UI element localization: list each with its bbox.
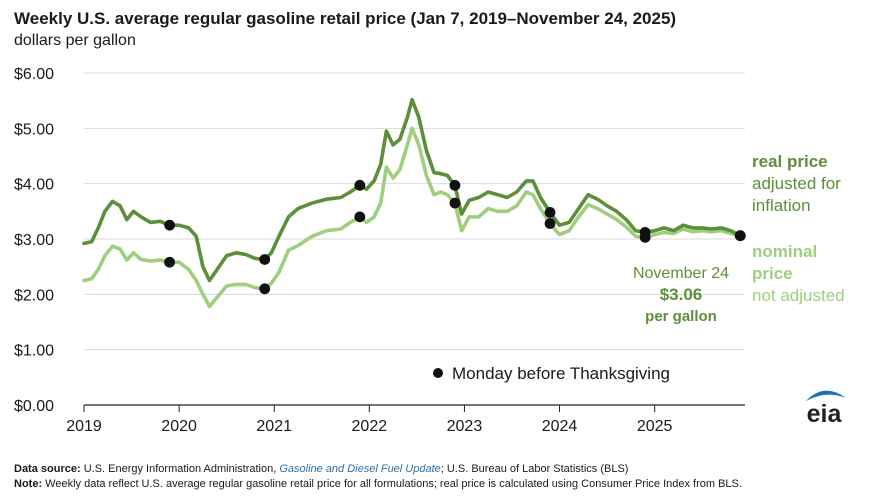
eia-logo: eia	[798, 384, 852, 430]
thanksgiving-marker-real	[354, 179, 366, 191]
y-tick-label: $3.00	[14, 232, 54, 249]
thanksgiving-marker-real	[544, 207, 556, 218]
y-tick-label: $2.00	[14, 287, 54, 304]
x-tick-label: 2025	[637, 418, 673, 435]
series-label-nominal-sub: not adjusted	[752, 286, 845, 305]
annotation-date: November 24	[633, 265, 729, 282]
data-source-link[interactable]: Gasoline and Diesel Fuel Update	[279, 463, 441, 475]
x-tick-label: 2020	[161, 418, 197, 435]
series-label-nominal-title: nominal	[752, 242, 817, 261]
note-label: Note:	[14, 478, 43, 490]
y-tick-label: $4.00	[14, 177, 54, 194]
y-axis-unit-label: dollars per gallon	[14, 32, 136, 49]
data-source-footer: Data source: U.S. Energy Information Adm…	[14, 463, 628, 475]
series-label-nominal-title: price	[752, 264, 793, 283]
data-source-text-1: U.S. Energy Information Administration,	[80, 463, 280, 475]
y-tick-label: $0.00	[14, 398, 54, 415]
series-line-nominal	[82, 126, 742, 309]
annotation-value: $3.06	[660, 285, 703, 304]
series-line-real	[82, 97, 742, 283]
y-tick-label: $6.00	[14, 66, 54, 83]
thanksgiving-marker-nominal	[259, 283, 271, 295]
legend-label: Monday before Thanksgiving	[452, 364, 670, 383]
x-tick-label: 2022	[352, 418, 388, 435]
x-tick-label: 2024	[542, 418, 578, 435]
chart-title: Weekly U.S. average regular gasoline ret…	[14, 9, 677, 28]
y-tick-label: $1.00	[14, 343, 54, 360]
series-label-real-sub: inflation	[752, 196, 811, 215]
x-tick-label: 2019	[66, 418, 102, 435]
thanksgiving-marker-nominal	[449, 197, 461, 209]
data-source-label: Data source:	[14, 463, 81, 475]
logo-arc-icon	[806, 390, 846, 401]
note-footer: Note: Weekly data reflect U.S. average r…	[14, 478, 742, 490]
y-tick-label: $5.00	[14, 121, 54, 138]
thanksgiving-marker-real	[449, 179, 461, 191]
note-text: Weekly data reflect U.S. average regular…	[42, 478, 742, 490]
thanksgiving-marker-nominal	[734, 230, 746, 242]
thanksgiving-marker-real	[259, 254, 271, 265]
thanksgiving-marker-nominal	[544, 218, 556, 229]
annotation-unit: per gallon	[645, 308, 717, 325]
logo-text: eia	[807, 400, 843, 428]
x-tick-label: 2023	[447, 418, 483, 435]
thanksgiving-marker-nominal	[164, 256, 175, 268]
data-source-text-2: ; U.S. Bureau of Labor Statistics (BLS)	[440, 463, 629, 475]
thanksgiving-marker-nominal	[639, 231, 651, 243]
thanksgiving-marker-real	[164, 219, 175, 231]
legend-marker-icon	[433, 368, 443, 378]
x-tick-label: 2021	[256, 418, 292, 435]
thanksgiving-marker-nominal	[354, 211, 366, 223]
series-label-real-title: real price	[752, 152, 828, 171]
series-label-real-sub: adjusted for	[752, 174, 841, 193]
